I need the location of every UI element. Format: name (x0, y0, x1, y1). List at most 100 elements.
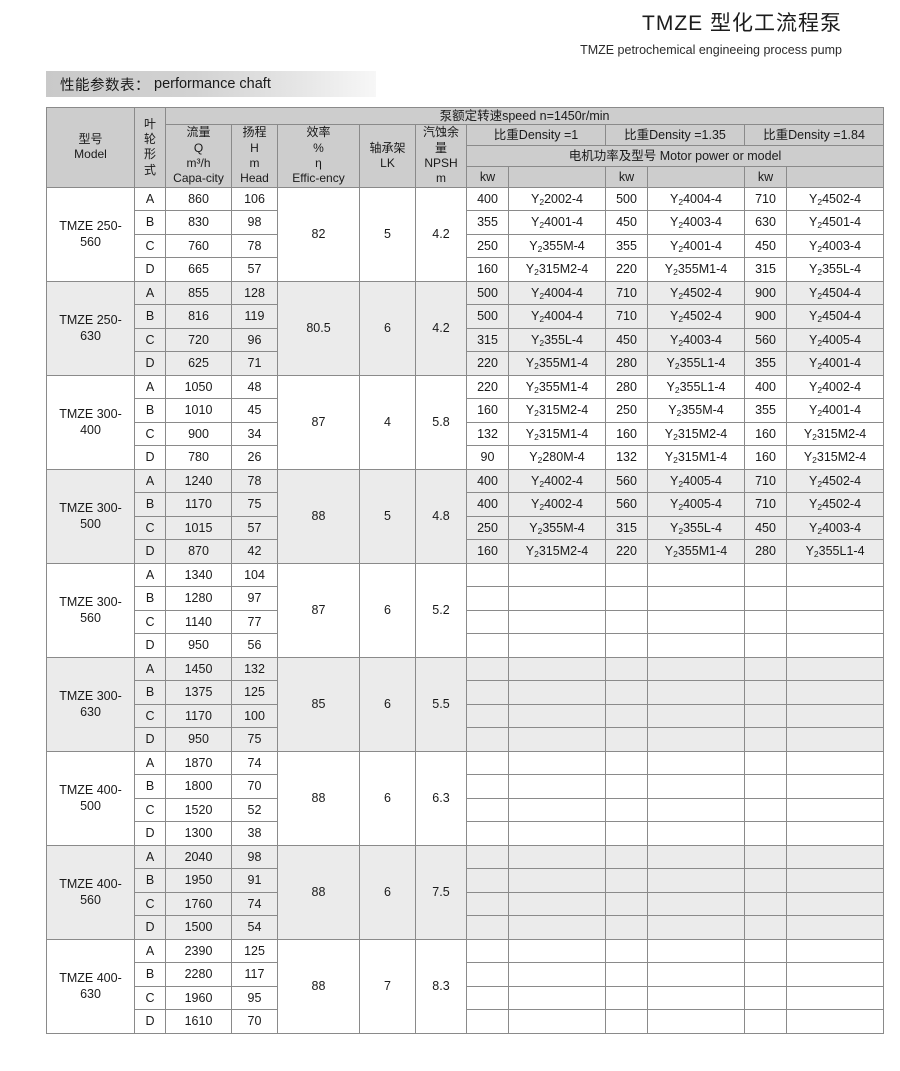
cell-motor-2: Y24502-4 (647, 280, 745, 306)
cell-head: 38 (231, 821, 278, 846)
header-head-cn: 扬程 (242, 125, 267, 140)
cell-kw-1 (466, 962, 509, 987)
cell-motor-1 (508, 915, 606, 940)
cell-motor-1: Y2280M-4 (508, 445, 606, 470)
cell-kw-3: 160 (744, 421, 787, 447)
cell-kw-2 (605, 609, 648, 635)
cell-flow: 665 (165, 257, 232, 282)
cell-motor-2 (647, 774, 745, 799)
cell-motor-1 (508, 703, 606, 729)
cell-kw-3 (744, 633, 787, 658)
section-label-en: performance chaft (154, 76, 271, 93)
cell-kw-2: 250 (605, 398, 648, 423)
cell-kw-3 (744, 891, 787, 917)
cell-bearing: 4 (359, 374, 416, 470)
cell-npsh: 6.3 (415, 750, 467, 846)
cell-motor-3 (785, 727, 885, 752)
cell-kw-2: 220 (605, 539, 648, 564)
cell-motor-1: Y2355L-4 (508, 327, 606, 353)
header-model-en: Model (74, 147, 107, 162)
cell-impeller: D (134, 257, 166, 282)
performance-table: 型号 Model 叶 轮 形 式 泵额定转速speed n=1450r/min … (46, 107, 885, 1034)
cell-motor-3 (785, 633, 885, 658)
cell-motor-3 (785, 656, 885, 682)
cell-head: 52 (231, 797, 278, 823)
cell-kw-3: 710 (744, 468, 787, 494)
cell-flow: 1140 (165, 609, 232, 635)
header-motor-model-2 (647, 165, 745, 188)
cell-motor-3: Y24003-4 (785, 515, 885, 541)
cell-motor-3 (785, 821, 885, 846)
cell-motor-2 (647, 985, 745, 1011)
cell-motor-3: Y24001-4 (785, 398, 885, 423)
cell-kw-1: 160 (466, 539, 509, 564)
header-bearing-cn: 轴承架 (369, 140, 406, 155)
cell-kw-2 (605, 985, 648, 1011)
cell-flow: 760 (165, 233, 232, 259)
cell-kw-1 (466, 891, 509, 917)
cell-impeller: D (134, 445, 166, 470)
cell-kw-3 (744, 821, 787, 846)
cell-motor-3 (785, 844, 885, 870)
cell-impeller: C (134, 891, 166, 917)
cell-kw-3 (744, 1009, 787, 1034)
table-row: D 950 75 (47, 727, 885, 752)
cell-motor-3 (785, 586, 885, 611)
cell-kw-3: 710 (744, 186, 787, 212)
cell-impeller: B (134, 210, 166, 235)
cell-motor-3: Y2315M2-4 (785, 421, 885, 447)
page-title-cn: TMZE 型化工流程泵 (642, 12, 842, 35)
cell-kw-2: 710 (605, 304, 648, 329)
cell-motor-2 (647, 915, 745, 940)
cell-impeller: B (134, 680, 166, 705)
cell-kw-1 (466, 1009, 509, 1034)
cell-kw-2: 132 (605, 445, 648, 470)
cell-kw-2 (605, 750, 648, 776)
table-row: C 760 78 250 Y2355M-4 355 Y24001-4 450 Y24003-4 (47, 233, 885, 259)
cell-impeller: C (134, 421, 166, 447)
cell-flow: 625 (165, 351, 232, 376)
header-npsh-cn: 汽蚀余量 (422, 125, 459, 155)
cell-motor-1 (508, 1009, 606, 1034)
header-impeller-c4: 式 (143, 162, 156, 177)
cell-kw-2: 160 (605, 421, 648, 447)
cell-kw-3 (744, 656, 787, 682)
cell-impeller: B (134, 492, 166, 517)
cell-head: 98 (231, 210, 278, 235)
cell-flow: 900 (165, 421, 232, 447)
header-density-3: 比重Density =1.84 (743, 124, 885, 147)
cell-motor-1 (508, 656, 606, 682)
cell-impeller: B (134, 868, 166, 893)
cell-flow: 1520 (165, 797, 232, 823)
cell-bearing: 6 (359, 750, 416, 846)
cell-kw-1 (466, 562, 509, 588)
cell-flow: 1015 (165, 515, 232, 541)
cell-model: TMZE 400-560 (46, 844, 135, 940)
cell-kw-3: 450 (744, 233, 787, 259)
cell-motor-1 (508, 727, 606, 752)
cell-head: 77 (231, 609, 278, 635)
cell-head: 125 (231, 680, 278, 705)
cell-bearing: 5 (359, 186, 416, 282)
cell-kw-3 (744, 844, 787, 870)
cell-head: 57 (231, 257, 278, 282)
cell-head: 71 (231, 351, 278, 376)
cell-head: 104 (231, 562, 278, 588)
cell-head: 74 (231, 750, 278, 776)
cell-impeller: D (134, 821, 166, 846)
cell-flow: 1960 (165, 985, 232, 1011)
cell-motor-2 (647, 656, 745, 682)
cell-motor-3: Y24504-4 (785, 304, 885, 329)
cell-flow: 816 (165, 304, 232, 329)
cell-kw-1 (466, 868, 509, 893)
cell-motor-2 (647, 750, 745, 776)
header-flow-cn: 流量 (186, 125, 211, 140)
cell-head: 70 (231, 1009, 278, 1034)
cell-motor-3 (785, 1009, 885, 1034)
cell-head: 48 (231, 374, 278, 400)
cell-flow: 1170 (165, 703, 232, 729)
cell-head: 78 (231, 468, 278, 494)
cell-motor-1: Y2315M1-4 (508, 421, 606, 447)
cell-model: TMZE 400-630 (46, 938, 135, 1034)
cell-motor-2 (647, 797, 745, 823)
